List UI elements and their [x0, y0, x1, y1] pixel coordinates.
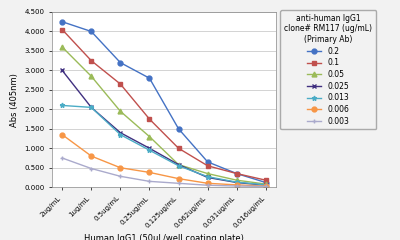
- 0.05: [60, 46, 64, 48]
- 0.006: [147, 171, 152, 174]
- 0.025: [205, 176, 210, 179]
- 0.2: [176, 127, 181, 130]
- 0.006: [234, 183, 239, 186]
- 0.05: [176, 163, 181, 166]
- 0.013: [60, 104, 64, 107]
- Line: 0.05: 0.05: [60, 45, 268, 186]
- 0.013: [147, 149, 152, 152]
- 0.013: [205, 175, 210, 178]
- 0.006: [176, 177, 181, 180]
- 0.2: [89, 30, 94, 33]
- Legend: 0.2, 0.1, 0.05, 0.025, 0.013, 0.006, 0.003: 0.2, 0.1, 0.05, 0.025, 0.013, 0.006, 0.0…: [280, 10, 376, 129]
- 0.025: [89, 106, 94, 109]
- 0.003: [205, 184, 210, 187]
- 0.003: [264, 185, 268, 188]
- 0.2: [118, 61, 123, 64]
- Line: 0.013: 0.013: [60, 103, 268, 187]
- 0.013: [176, 164, 181, 167]
- 0.003: [234, 185, 239, 187]
- 0.2: [264, 181, 268, 184]
- 0.013: [264, 183, 268, 186]
- 0.2: [147, 77, 152, 80]
- 0.2: [234, 172, 239, 175]
- 0.003: [118, 175, 123, 178]
- X-axis label: Human IgG1 (50uL/well coating plate): Human IgG1 (50uL/well coating plate): [84, 234, 244, 240]
- 0.025: [264, 184, 268, 187]
- 0.05: [234, 179, 239, 182]
- 0.013: [234, 181, 239, 184]
- 0.025: [118, 131, 123, 134]
- 0.003: [176, 182, 181, 185]
- 0.05: [205, 172, 210, 175]
- 0.1: [60, 28, 64, 31]
- 0.006: [60, 133, 64, 136]
- 0.1: [176, 147, 181, 150]
- 0.013: [118, 133, 123, 136]
- 0.1: [118, 83, 123, 85]
- 0.05: [264, 183, 268, 186]
- 0.1: [89, 59, 94, 62]
- 0.025: [234, 181, 239, 184]
- Line: 0.1: 0.1: [60, 27, 268, 183]
- 0.2: [205, 161, 210, 163]
- 0.05: [118, 110, 123, 113]
- 0.013: [89, 106, 94, 109]
- Line: 0.006: 0.006: [60, 132, 268, 188]
- 0.006: [205, 182, 210, 185]
- 0.006: [118, 166, 123, 169]
- 0.025: [176, 163, 181, 166]
- 0.006: [264, 185, 268, 187]
- 0.006: [89, 155, 94, 157]
- 0.1: [147, 118, 152, 120]
- Line: 0.003: 0.003: [60, 156, 268, 189]
- 0.025: [147, 147, 152, 150]
- Line: 0.2: 0.2: [60, 19, 268, 185]
- Line: 0.025: 0.025: [60, 68, 268, 188]
- 0.003: [60, 156, 64, 159]
- 0.1: [234, 172, 239, 175]
- 0.003: [89, 167, 94, 170]
- Y-axis label: Abs (405nm): Abs (405nm): [10, 73, 18, 126]
- 0.025: [60, 69, 64, 72]
- 0.1: [264, 179, 268, 182]
- 0.05: [147, 135, 152, 138]
- 0.1: [205, 164, 210, 167]
- 0.2: [60, 20, 64, 23]
- 0.05: [89, 75, 94, 78]
- 0.003: [147, 180, 152, 183]
